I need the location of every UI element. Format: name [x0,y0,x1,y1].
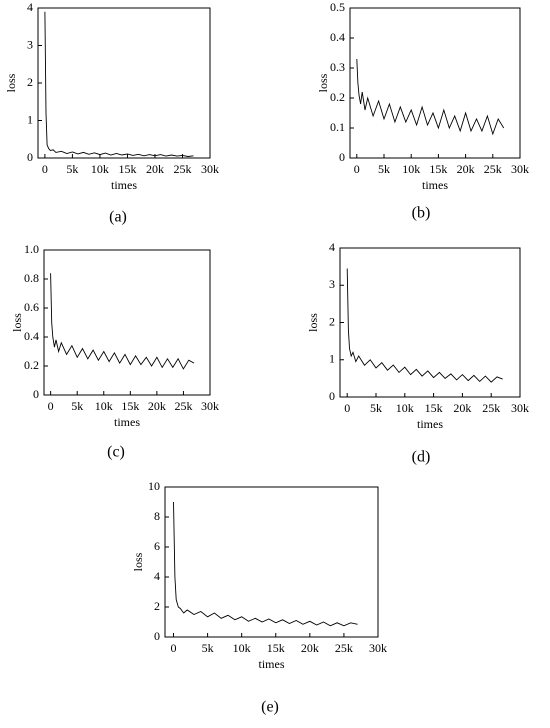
x-axis-label: times [417,417,443,431]
y-tick-label: 4 [154,569,160,583]
x-tick-label: 5k [202,641,214,655]
x-tick-label: 20k [301,641,319,655]
caption: (b) [412,205,431,222]
x-tick-label: 10k [233,641,251,655]
y-tick-label: 0 [329,389,335,403]
x-tick-label: 15k [267,641,285,655]
y-axis-label: loss [4,73,18,92]
x-tick-label: 10k [91,162,109,176]
y-tick-label: 1 [329,352,335,366]
loss-line [44,11,194,157]
x-tick-label: 15k [429,162,447,176]
y-tick-label: 1 [27,112,33,126]
loss-line [173,501,358,627]
y-tick-label: 8 [154,509,160,523]
y-tick-label: 0 [154,629,160,643]
x-tick-label: 25k [173,162,191,176]
x-tick-label: 0 [171,641,177,655]
y-axis-label: loss [10,313,24,332]
y-tick-label: 0.2 [24,358,39,372]
x-axis-label: times [422,178,448,192]
x-tick-label: 5k [71,399,83,413]
x-tick-label: 15k [121,399,139,413]
caption: (e) [261,699,279,716]
x-tick-label: 25k [482,401,500,415]
y-tick-label: 3 [27,37,33,51]
x-axis-label: times [114,415,140,429]
x-tick-label: 20k [148,399,166,413]
x-tick-label: 20k [146,162,164,176]
caption: (d) [412,449,431,466]
loss-line [356,58,505,136]
x-tick-label: 15k [118,162,136,176]
y-axis-label: loss [306,313,320,332]
x-tick-label: 10k [396,401,414,415]
x-tick-label: 30k [201,162,219,176]
loss-line [50,273,195,370]
chart-panel: 0 0.1 0.2 0.3 0.4 0.5 0 5k 10k 15k 20k 25k 30k times l… [316,0,529,222]
y-tick-label: 6 [154,539,160,553]
x-tick-label: 25k [174,399,192,413]
x-tick-label: 5k [370,401,382,415]
y-tick-label: 2 [329,314,335,328]
x-axis-label: times [259,657,285,671]
x-axis-label: times [111,178,137,192]
x-tick-label: 20k [457,162,475,176]
x-tick-label: 25k [484,162,502,176]
y-tick-label: 0.4 [330,30,345,44]
y-axis-label: loss [131,552,145,571]
x-tick-label: 10k [95,399,113,413]
x-tick-label: 5k [378,162,390,176]
y-tick-label: 0 [339,150,345,164]
plot-frame [37,7,211,159]
plot-frame [164,486,379,638]
y-tick-label: 0.6 [24,300,39,314]
x-tick-label: 30k [201,399,219,413]
x-tick-label: 0 [354,162,360,176]
y-tick-label: 0.4 [24,329,39,343]
plot-frame [43,249,211,396]
x-tick-label: 0 [42,162,48,176]
y-tick-label: 2 [27,75,33,89]
y-tick-label: 3 [329,277,335,291]
loss-line [346,268,503,383]
chart-panel: 0 0.2 0.4 0.6 0.8 1.0 0 5k 10k 15k 20k 25k 30k times l… [10,242,219,461]
y-tick-label: 0.5 [330,0,345,14]
caption: (c) [107,444,125,461]
chart-panel: 0 2 4 6 8 10 0 5k 10k 15k 20k 25k 30k times loss (e) [131,479,387,716]
y-axis-label: loss [316,73,330,92]
x-tick-label: 20k [453,401,471,415]
x-tick-label: 15k [425,401,443,415]
y-tick-label: 0.1 [330,120,345,134]
y-tick-label: 0.3 [330,60,345,74]
plot-frame [339,247,521,398]
x-tick-label: 0 [344,401,350,415]
x-tick-label: 10k [402,162,420,176]
chart-panel: 0 1 2 3 4 0 5k 10k 15k 20k 25k 30k times loss (d) [306,240,529,466]
y-tick-label: 4 [27,0,33,14]
y-tick-label: 4 [329,240,335,254]
y-tick-label: 0.8 [24,271,39,285]
y-tick-label: 0.2 [330,90,345,104]
x-tick-label: 30k [511,162,529,176]
y-tick-label: 0 [33,387,39,401]
plot-frame [349,7,521,159]
chart-panel: 0 1 2 3 4 0 5k 10k 15k 20k 25k 30k times loss (a) [4,0,219,226]
y-tick-label: 0 [27,150,33,164]
y-tick-label: 2 [154,599,160,613]
x-tick-label: 25k [335,641,353,655]
x-tick-label: 5k [66,162,78,176]
y-tick-label: 10 [148,479,160,493]
caption: (a) [109,209,127,226]
y-tick-label: 1.0 [24,242,39,256]
x-tick-label: 30k [369,641,387,655]
x-tick-label: 0 [48,399,54,413]
x-tick-label: 30k [511,401,529,415]
